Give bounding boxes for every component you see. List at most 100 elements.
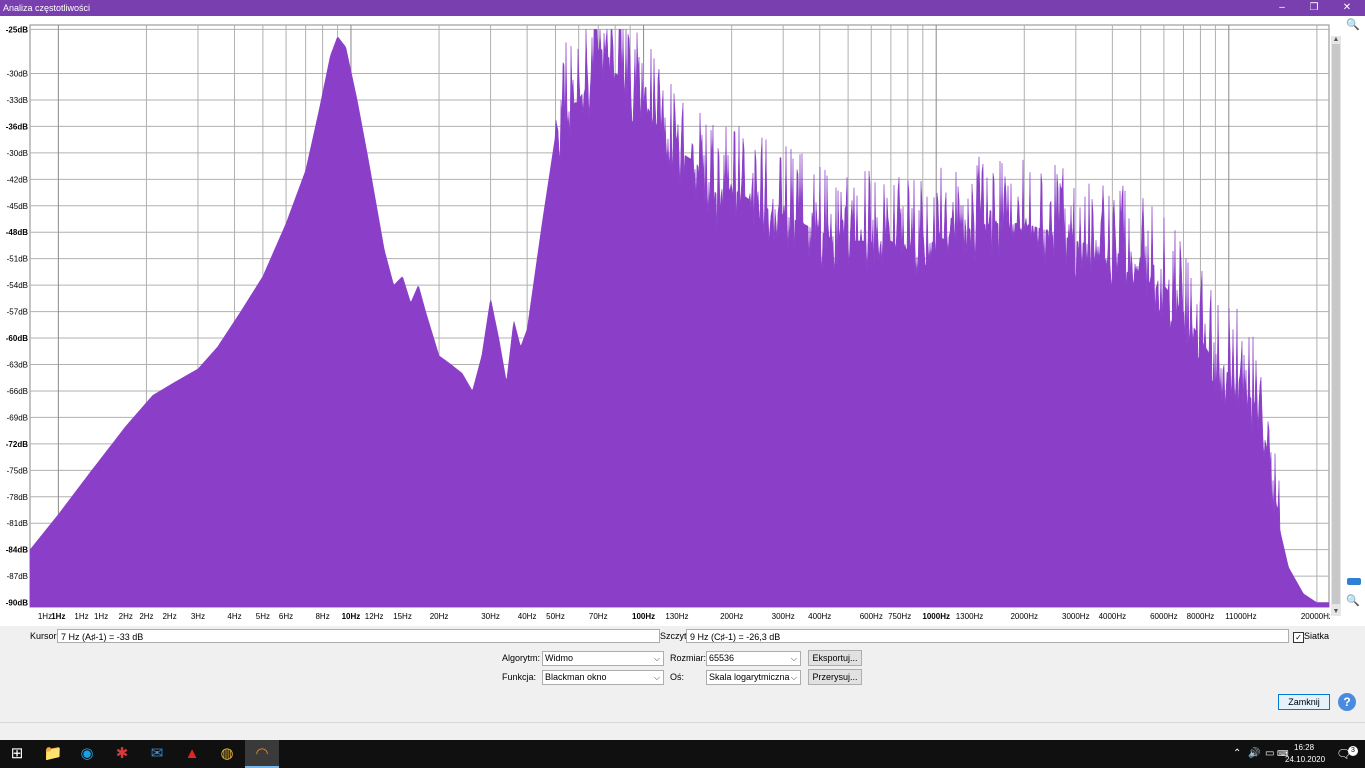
algorithm-select[interactable]: Widmo ⌵ — [542, 651, 664, 666]
spectrum-chart[interactable]: -25dB -30dB -33dB -36dB -30dB -42dB -45dB -48dB… — [0, 16, 1330, 626]
x-tick-label: 20000Hz — [1301, 612, 1330, 621]
y-tick-label: -66dB — [7, 387, 28, 396]
x-tick-label: 8000Hz — [1187, 612, 1215, 621]
y-tick-label: -81dB — [7, 519, 28, 528]
x-tick-label: 11000Hz — [1225, 612, 1256, 621]
x-tick-label: 20Hz — [430, 612, 449, 621]
x-tick-label: 10Hz — [342, 612, 361, 621]
x-tick-label: 300Hz — [772, 612, 795, 621]
scroll-thumb[interactable] — [1332, 44, 1340, 604]
close-window-button[interactable]: ✕ — [1342, 2, 1352, 13]
y-tick-label: -63dB — [7, 361, 28, 370]
window-title: Analiza częstotliwości — [3, 3, 91, 13]
scroll-down-arrow-icon[interactable]: ▼ — [1332, 608, 1340, 615]
size-label: Rozmiar: — [670, 653, 707, 663]
axis-select[interactable]: Skala logarytmiczna ⌵ — [706, 670, 801, 685]
app-red-icon[interactable]: ✱ — [115, 745, 129, 762]
x-tick-label: 2Hz — [139, 612, 153, 621]
volume-icon[interactable]: 🔊 — [1248, 748, 1261, 759]
y-tick-label: -72dB — [6, 440, 28, 449]
minimize-button[interactable]: – — [1279, 2, 1285, 13]
x-tick-label: 2Hz — [162, 612, 176, 621]
function-label: Funkcja: — [502, 672, 537, 682]
maximize-button[interactable]: ❐ — [1309, 2, 1319, 13]
x-tick-label: 4Hz — [227, 612, 241, 621]
network-icon[interactable]: ▭ — [1265, 748, 1275, 759]
x-tick-label: 50Hz — [546, 612, 565, 621]
windows-start-icon[interactable]: ⊞ — [10, 745, 24, 762]
vertical-scrollbar[interactable]: ▲ ▼ — [1331, 36, 1341, 616]
x-tick-label: 400Hz — [808, 612, 831, 621]
replot-button[interactable]: Przerysuj... — [808, 669, 862, 685]
x-tick-label: 2Hz — [119, 612, 133, 621]
keyboard-icon[interactable]: ⌨ — [1277, 749, 1289, 758]
y-tick-label: -78dB — [7, 493, 28, 502]
chevron-down-icon: ⌵ — [790, 673, 797, 682]
x-tick-label: 70Hz — [589, 612, 608, 621]
x-tick-label: 750Hz — [888, 612, 911, 621]
x-tick-label: 100Hz — [632, 612, 655, 621]
grid-checkbox-label: Siatka — [1304, 631, 1330, 641]
x-tick-label: 15Hz — [393, 612, 412, 621]
x-tick-label: 1Hz — [38, 612, 52, 621]
title-bar: Analiza częstotliwości – ❐ ✕ — [0, 0, 1365, 16]
peak-field: 9 Hz (C♯-1) = -26,3 dB — [686, 629, 1289, 643]
size-select[interactable]: 65536 ⌵ — [706, 651, 801, 666]
y-tick-label: -42dB — [7, 175, 28, 184]
y-tick-label: -33dB — [7, 96, 28, 105]
y-tick-label: -84dB — [6, 546, 28, 555]
spectrum-area — [29, 29, 1330, 608]
file-explorer-icon[interactable]: 📁 — [43, 745, 63, 762]
x-tick-label: 1Hz — [94, 612, 108, 621]
grid-checkbox[interactable]: ✓ — [1293, 632, 1304, 643]
chrome-icon[interactable]: ◍ — [220, 745, 234, 762]
y-tick-label: -60dB — [6, 334, 28, 343]
scroll-up-arrow-icon[interactable]: ▲ — [1332, 36, 1340, 43]
spectrum-plot-area[interactable]: -25dB -30dB -33dB -36dB -30dB -42dB -45dB -48dB… — [0, 16, 1365, 626]
y-tick-label: -75dB — [7, 466, 28, 475]
chevron-down-icon: ⌵ — [790, 654, 797, 663]
tray-chevron-icon[interactable]: ⌃ — [1233, 748, 1242, 759]
chevron-down-icon: ⌵ — [653, 654, 660, 663]
taskbar: ⊞ 📁 ◉ ✱ ✉ ▲ ◍ ◠ ⌃ 🔊 ▭ ⌨ 16:28 24.10.2020 🗨 3 — [0, 740, 1365, 768]
x-tick-label: 6000Hz — [1150, 612, 1178, 621]
x-tick-label: 1Hz — [74, 612, 88, 621]
x-tick-label: 3000Hz — [1062, 612, 1090, 621]
y-tick-label: -36dB — [6, 122, 28, 131]
x-tick-label: 30Hz — [481, 612, 500, 621]
x-tick-label: 1Hz — [51, 612, 65, 621]
notification-badge: 3 — [1348, 746, 1358, 756]
cursor-field: 7 Hz (A♯-1) = -33 dB — [57, 629, 660, 643]
axis-label: Oś: — [670, 672, 685, 682]
y-tick-label: -45dB — [7, 202, 28, 211]
acrobat-icon[interactable]: ▲ — [184, 745, 200, 762]
y-tick-label: -30dB — [7, 70, 28, 79]
y-tick-label: -25dB — [6, 25, 28, 34]
close-dialog-button[interactable]: Zamknij — [1278, 694, 1330, 710]
zoom-slider-handle[interactable] — [1347, 578, 1361, 585]
edge-icon[interactable]: ◉ — [80, 745, 94, 762]
x-tick-label: 1000Hz — [922, 612, 950, 621]
x-tick-label: 6Hz — [279, 612, 293, 621]
zoom-in-icon[interactable]: 🔍 — [1346, 19, 1360, 31]
x-tick-label: 5Hz — [256, 612, 270, 621]
peak-label: Szczyt: — [660, 631, 690, 641]
zoom-out-icon[interactable]: 🔍 — [1346, 595, 1360, 607]
x-tick-label: 600Hz — [860, 612, 883, 621]
outlook-icon[interactable]: ✉ — [150, 745, 164, 762]
clock-time[interactable]: 16:28 — [1294, 743, 1315, 752]
x-tick-label: 130Hz — [665, 612, 688, 621]
x-tick-label: 12Hz — [365, 612, 384, 621]
audacity-icon[interactable]: ◠ — [245, 740, 279, 768]
notification-icon[interactable]: 🗨 — [1336, 747, 1352, 761]
export-button[interactable]: Eksportuj... — [808, 650, 862, 666]
function-select[interactable]: Blackman okno ⌵ — [542, 670, 664, 685]
x-tick-label: 200Hz — [720, 612, 743, 621]
x-tick-label: 1300Hz — [956, 612, 984, 621]
chevron-down-icon: ⌵ — [653, 673, 660, 682]
size-select-value: 65536 — [709, 653, 735, 663]
y-tick-label: -48dB — [6, 228, 28, 237]
help-button[interactable]: ? — [1338, 693, 1356, 711]
clock-date[interactable]: 24.10.2020 — [1285, 755, 1326, 764]
y-tick-label: -90dB — [6, 599, 28, 608]
